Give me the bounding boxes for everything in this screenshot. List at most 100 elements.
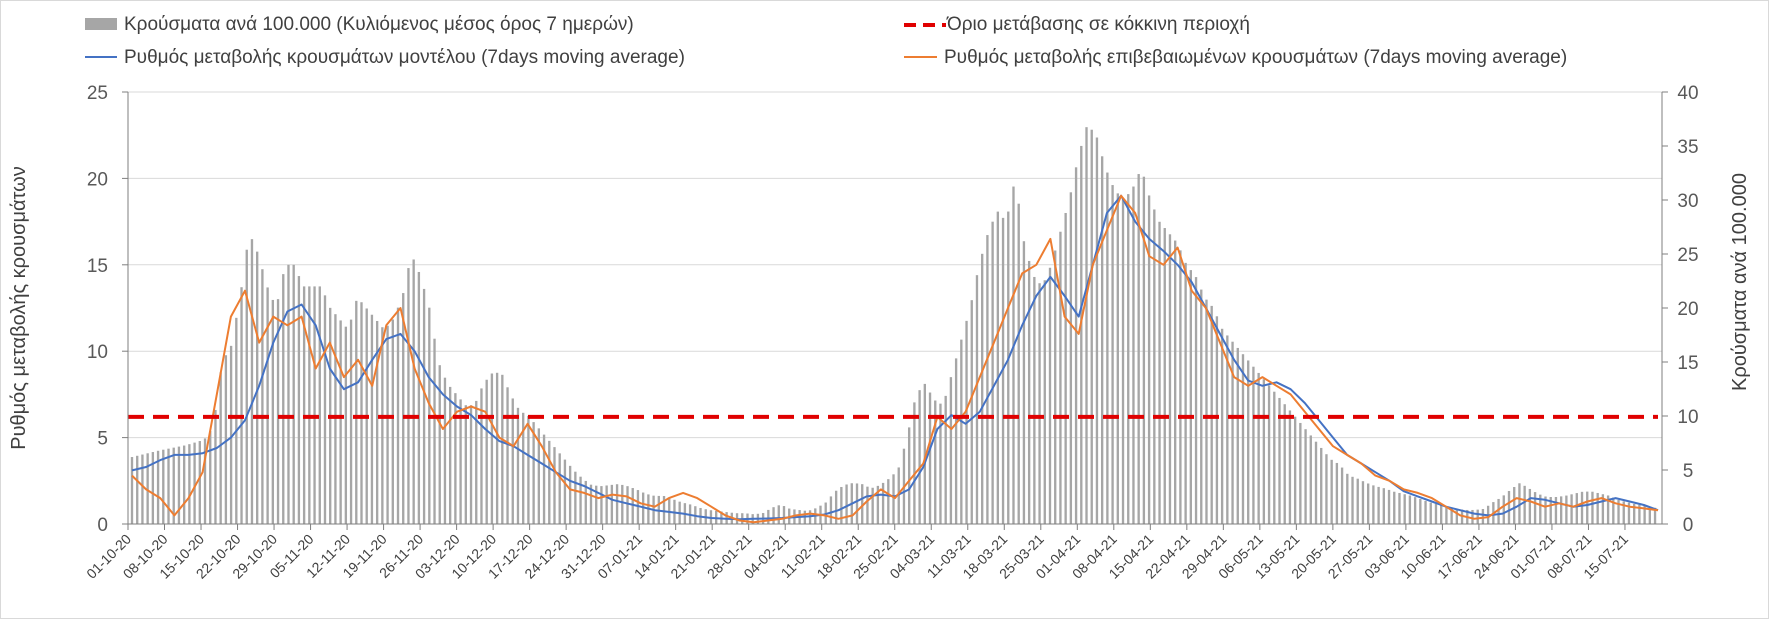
daily-case-bar (501, 374, 504, 524)
daily-case-bar (1653, 507, 1657, 524)
daily-case-bar (662, 496, 666, 524)
bars-layer (130, 127, 1657, 525)
daily-case-bar (1544, 496, 1547, 524)
y-right-tick-label: 20 (1677, 299, 1698, 320)
daily-case-bar (855, 483, 859, 524)
daily-case-bar (1643, 505, 1646, 524)
daily-case-bar (360, 302, 363, 524)
daily-case-bar (1288, 410, 1292, 524)
daily-case-bar (1596, 492, 1599, 524)
daily-case-bar (1200, 289, 1203, 524)
daily-case-bar (928, 392, 932, 524)
daily-case-bar (1419, 499, 1422, 524)
daily-case-bar (224, 355, 228, 524)
daily-case-bar (1194, 277, 1198, 524)
daily-case-bar (1220, 328, 1224, 524)
daily-case-bar (986, 235, 989, 524)
daily-case-bar (464, 405, 467, 524)
daily-case-bar (1330, 459, 1333, 524)
daily-case-bar (454, 393, 457, 524)
daily-case-bar (276, 299, 280, 524)
daily-case-bar (1043, 280, 1046, 524)
daily-case-bar (834, 490, 838, 524)
daily-case-bar (1132, 186, 1135, 524)
legend-label-cases: Κρούσματα ανά 100.000 (Κυλιόμενος μέσος … (124, 14, 634, 35)
daily-case-bar (1007, 211, 1010, 524)
daily-case-bar (527, 415, 530, 524)
daily-case-bar (975, 275, 979, 524)
daily-case-bar (1247, 360, 1250, 524)
daily-case-bar (949, 377, 953, 524)
daily-case-bar (1539, 494, 1542, 524)
daily-case-bar (1403, 494, 1406, 524)
daily-case-bar (396, 307, 400, 524)
daily-case-bar (991, 221, 994, 525)
daily-case-bar (1622, 501, 1625, 524)
daily-case-bar (1554, 496, 1558, 524)
daily-case-bar (1366, 483, 1370, 524)
daily-case-bar (1189, 270, 1193, 524)
daily-case-bar (1612, 497, 1615, 524)
daily-case-bar (1387, 489, 1391, 524)
daily-case-bar (1299, 422, 1302, 524)
legend-bar-swatch (85, 18, 117, 30)
daily-case-bar (568, 465, 572, 524)
daily-case-bar (1356, 478, 1359, 524)
daily-case-bar (1069, 192, 1073, 524)
daily-case-bar (553, 447, 556, 524)
daily-case-bar (240, 287, 243, 524)
y-right-tick-label: 25 (1677, 245, 1698, 266)
daily-case-bar (141, 454, 144, 524)
daily-case-bar (302, 286, 306, 524)
daily-case-bar (182, 445, 186, 524)
daily-case-bar (1273, 391, 1276, 524)
daily-case-bar (574, 471, 577, 524)
daily-case-bar (1361, 481, 1365, 524)
daily-case-bar (511, 398, 514, 524)
daily-case-bar (1215, 316, 1219, 524)
daily-case-bar (1033, 276, 1036, 524)
daily-case-bar (996, 211, 1000, 524)
daily-case-bar (579, 476, 582, 524)
daily-case-bar (876, 485, 880, 524)
daily-case-bar (605, 485, 608, 524)
daily-case-bar (1523, 485, 1526, 524)
daily-case-bar (1586, 491, 1589, 524)
daily-case-bar (193, 442, 196, 524)
daily-case-bar (981, 253, 984, 524)
daily-case-bar (1231, 341, 1234, 524)
daily-case-bar (261, 269, 264, 524)
daily-case-bar (1142, 176, 1146, 525)
daily-case-bar (1179, 250, 1182, 524)
daily-case-bar (167, 448, 170, 524)
daily-case-bar (1575, 493, 1578, 524)
daily-case-bar (1054, 250, 1057, 524)
daily-case-bar (323, 295, 327, 524)
daily-case-bar (1283, 404, 1286, 524)
daily-case-bar (772, 507, 775, 524)
daily-case-bar (1627, 502, 1631, 524)
daily-case-bar (402, 293, 405, 524)
daily-case-bar (881, 482, 885, 524)
confirmed-rate-line (131, 194, 1659, 524)
daily-case-bar (235, 317, 238, 524)
daily-case-bar (1570, 494, 1573, 524)
daily-case-bar (897, 467, 900, 524)
daily-case-bar (1017, 203, 1020, 525)
legend-label-model: Ρυθμός μεταβολής κρουσμάτων μοντέλου (7d… (124, 47, 685, 68)
daily-case-bar (146, 453, 149, 524)
daily-case-bar (407, 268, 410, 524)
daily-case-bar (214, 409, 217, 524)
daily-case-bar (1022, 241, 1026, 524)
daily-case-bar (1518, 483, 1521, 524)
daily-case-bar (490, 373, 494, 524)
daily-case-bar (1580, 491, 1584, 524)
daily-case-bar (391, 319, 394, 524)
y-right-tick-label: 15 (1677, 353, 1698, 374)
daily-case-bar (209, 430, 212, 524)
daily-case-bar (918, 390, 921, 524)
daily-case-bar (433, 338, 436, 524)
daily-case-bar (1429, 502, 1432, 524)
daily-case-bar (1434, 503, 1438, 524)
